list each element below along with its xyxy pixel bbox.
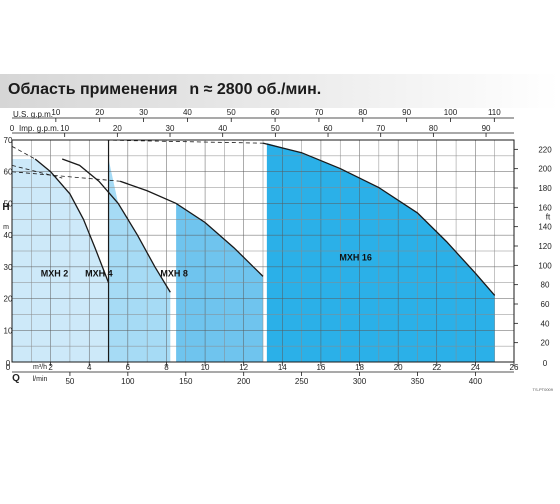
m3h-label-14: 14: [278, 363, 287, 372]
impgpm-label-80: 80: [429, 124, 438, 133]
m3h-label-6: 6: [126, 363, 131, 372]
m3h-label-26: 26: [510, 363, 519, 372]
series-label-mxh-4: MXH 4: [85, 268, 113, 278]
x-axis-title: Q: [12, 373, 20, 384]
lmin-label-50: 50: [65, 377, 74, 386]
curve-mxh-8: [119, 180, 264, 277]
usgpm-label-10: 10: [51, 108, 60, 117]
m3h-label-16: 16: [316, 363, 325, 372]
y-left-unit: m: [3, 224, 9, 231]
ft-label-120: 120: [538, 242, 552, 251]
usgpm-axis-title: U.S. g.p.m.: [13, 110, 53, 119]
m-label-30: 30: [4, 263, 13, 272]
series-area-mxh-2: [12, 159, 109, 362]
m3h-label-12: 12: [239, 363, 248, 372]
m-label-40: 40: [4, 231, 13, 240]
chart-frame: [11, 117, 515, 373]
lmin-label-400: 400: [469, 377, 483, 386]
series-area-mxh-4: [108, 159, 171, 362]
impgpm-label-10: 10: [60, 124, 69, 133]
m3h-label-2: 2: [48, 363, 53, 372]
ft-label-80: 80: [541, 281, 550, 290]
ft-label-60: 60: [541, 300, 550, 309]
m3h-label-4: 4: [87, 363, 92, 372]
impgpm-axis-title: Imp. g.p.m.: [19, 124, 59, 133]
chart-title: Область применения n ≈ 2800 об./мин.: [8, 81, 321, 99]
usgpm-label-110: 110: [488, 108, 501, 117]
lmin-label-250: 250: [295, 377, 309, 386]
series-label-mxh-8: MXH 8: [160, 268, 188, 278]
ft-label-100: 100: [538, 261, 552, 270]
curve-mxh-4: [61, 158, 171, 293]
impgpm-label-50: 50: [271, 124, 280, 133]
series-curves: MXH 2 MXH 4 MXH 8 MXH 16: [11, 139, 496, 362]
impgpm-label-20: 20: [113, 124, 122, 133]
series-area-mxh-16: [266, 143, 495, 362]
m3h-label-10: 10: [201, 363, 210, 372]
usgpm-label-20: 20: [95, 108, 104, 117]
ft-label-160: 160: [538, 203, 552, 212]
lead-mxh-16: [98, 139, 264, 144]
lmin-unit-label: l/min: [33, 376, 48, 383]
ft-label-220: 220: [538, 145, 552, 154]
series-label-mxh-16: MXH 16: [339, 253, 372, 263]
ft-zero-label: 0: [543, 359, 548, 368]
usgpm-label-30: 30: [139, 108, 148, 117]
m-label-10: 10: [4, 326, 13, 335]
lmin-label-200: 200: [237, 377, 251, 386]
impgpm-label-90: 90: [482, 124, 491, 133]
m-label-70: 70: [4, 136, 13, 145]
ft-label-180: 180: [538, 184, 552, 193]
m-label-20: 20: [4, 295, 13, 304]
usgpm-label-100: 100: [444, 108, 458, 117]
m3h-label-20: 20: [394, 363, 403, 372]
lmin-label-350: 350: [411, 377, 425, 386]
m3h-label-18: 18: [355, 363, 364, 372]
ft-label-40: 40: [541, 319, 550, 328]
usgpm-label-50: 50: [227, 108, 236, 117]
series-label-mxh-2: MXH 2: [41, 268, 69, 278]
impgpm-label-30: 30: [166, 124, 175, 133]
usgpm-label-80: 80: [358, 108, 367, 117]
chart-subtitle: n ≈ 2800 об./мин.: [189, 81, 322, 98]
impgpm-zero-label: 0: [10, 124, 15, 133]
ft-label-20: 20: [541, 339, 550, 348]
series-area-mxh-8: [176, 181, 263, 362]
lead-mxh-4: [11, 164, 63, 179]
ft-label-140: 140: [538, 223, 552, 232]
chart-title-main: Область применения: [8, 81, 178, 98]
usgpm-label-90: 90: [402, 108, 411, 117]
m-zero-label: 0: [6, 359, 11, 368]
curve-mxh-16: [262, 142, 496, 296]
footer-code: TS-PT0009: [533, 387, 554, 392]
lmin-label-100: 100: [121, 377, 135, 386]
m3h-label-22: 22: [432, 363, 441, 372]
m-label-50: 50: [4, 199, 13, 208]
impgpm-label-70: 70: [376, 124, 385, 133]
plot-border: [11, 139, 515, 363]
m3h-label-8: 8: [164, 363, 169, 372]
lmin-label-150: 150: [179, 377, 193, 386]
curve-mxh-2: [34, 158, 110, 283]
usgpm-label-70: 70: [314, 108, 323, 117]
grid-lines: [12, 139, 515, 362]
lead-mxh-2: [11, 145, 36, 160]
y-left-title: H: [2, 202, 9, 213]
m3h-label-24: 24: [471, 363, 480, 372]
usgpm-label-40: 40: [183, 108, 192, 117]
m3h-zero-label: 0: [6, 363, 11, 372]
m3h-unit-label: m³/h: [33, 364, 47, 371]
y-right-title: ft: [546, 212, 551, 221]
impgpm-label-60: 60: [324, 124, 333, 133]
title-band: Область применения n ≈ 2800 об./мин.: [0, 74, 560, 108]
lmin-label-300: 300: [353, 377, 367, 386]
ft-label-200: 200: [538, 165, 552, 174]
m-label-60: 60: [4, 168, 13, 177]
impgpm-label-40: 40: [218, 124, 227, 133]
usgpm-label-60: 60: [271, 108, 280, 117]
